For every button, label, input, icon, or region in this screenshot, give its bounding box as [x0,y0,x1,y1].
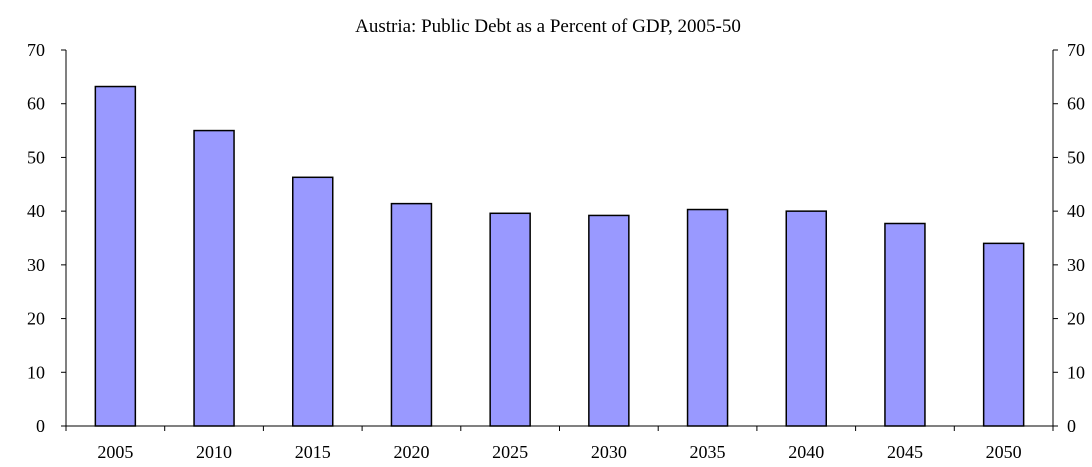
bar-2020 [390,202,433,427]
y-tick-label-left: 40 [27,201,45,221]
y-tick-label-right: 70 [1067,40,1085,60]
y-tick-label-left: 70 [27,40,45,60]
y-tick-label-left: 50 [27,147,45,167]
y-tick-label-left: 10 [27,362,45,382]
y-tick-label-left: 20 [27,309,45,329]
y-tick-label-right: 40 [1067,201,1085,221]
bar-2050 [982,242,1025,427]
bar-2035 [686,208,729,427]
y-tick-label-right: 20 [1067,309,1085,329]
x-tick-label: 2020 [393,442,429,462]
y-tick-label-left: 30 [27,255,45,275]
y-tick-label-right: 50 [1067,147,1085,167]
x-tick-label: 2035 [690,442,726,462]
chart-title: Austria: Public Debt as a Percent of GDP… [355,16,741,37]
bar-2025 [489,212,531,427]
bar-2015 [292,176,334,427]
y-tick-label-right: 10 [1067,362,1085,382]
x-tick-label: 2045 [887,442,923,462]
y-tick-label-left: 60 [27,94,45,114]
bar-2045 [884,222,926,427]
x-tick-label: 2040 [788,442,824,462]
x-tick-label: 2030 [591,442,627,462]
y-tick-label-left: 0 [36,416,45,436]
y-tick-label-right: 0 [1067,416,1076,436]
x-tick-label: 2025 [492,442,528,462]
y-tick-label-right: 30 [1067,255,1085,275]
x-tick-label: 2015 [295,442,331,462]
x-tick-label: 2010 [196,442,232,462]
bar-2005 [94,85,137,427]
x-tick-label: 2005 [97,442,133,462]
bar-2040 [785,210,827,427]
x-tick-label: 2050 [986,442,1022,462]
y-tick-label-right: 60 [1067,94,1085,114]
bar-2010 [193,129,235,427]
bar-2030 [588,214,630,427]
